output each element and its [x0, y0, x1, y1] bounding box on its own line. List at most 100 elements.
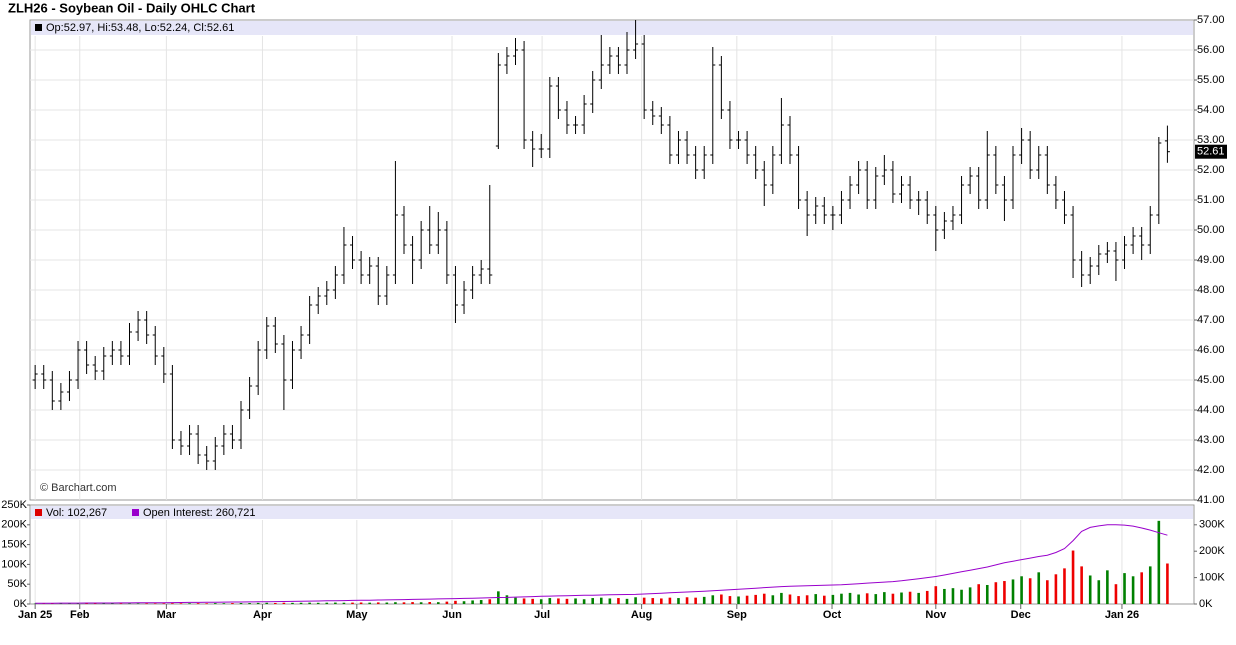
volume-bar — [934, 586, 938, 604]
x-tick-label: Dec — [1011, 609, 1031, 621]
volume-bar — [471, 600, 474, 604]
volume-bar — [565, 598, 569, 604]
volume-bar — [582, 599, 586, 604]
volume-bar — [1028, 578, 1032, 604]
legend-band — [31, 21, 1193, 35]
volume-bar — [488, 599, 492, 604]
y-tick-label: 50.00 — [1197, 224, 1225, 236]
volume-bar — [883, 592, 886, 604]
volume-bar — [1114, 584, 1118, 604]
volume-bar — [951, 588, 955, 604]
ohlc-legend: Op:52.97, Hi:53.48, Lo:52.24, Cl:52.61 — [46, 22, 234, 34]
volume-bar — [479, 600, 483, 604]
volume-bar — [968, 587, 972, 604]
y-tick-label: 41.00 — [1197, 494, 1225, 506]
volume-bar — [111, 603, 114, 604]
volume-bar — [908, 591, 912, 604]
legend-band — [31, 506, 1193, 519]
volume-bar — [754, 594, 757, 604]
volume-bar — [248, 603, 251, 604]
x-tick-label: Apr — [253, 609, 273, 621]
y-tick-label: 48.00 — [1197, 284, 1225, 296]
volume-bar — [925, 590, 929, 604]
y-tick-label: 44.00 — [1197, 404, 1225, 416]
volume-bar — [179, 603, 183, 604]
volume-bar — [994, 582, 998, 604]
volume-bar — [1123, 573, 1126, 604]
volume-bar — [1131, 576, 1135, 604]
volume-bar — [660, 598, 663, 604]
volume-bar — [617, 598, 620, 604]
y-tick-label: 0K — [14, 598, 28, 610]
legend-label: Vol: 102,267 — [46, 507, 107, 519]
volume-bar — [222, 603, 226, 604]
volume-bar — [394, 602, 397, 604]
y-tick-label: 53.00 — [1197, 134, 1225, 146]
volume-bar — [1088, 575, 1092, 604]
x-tick-label: Aug — [631, 609, 652, 621]
volume-frame — [29, 504, 1195, 605]
volume-bar — [608, 598, 612, 604]
y-tick-label: 100K — [1, 558, 27, 570]
volume-bar — [59, 603, 63, 604]
volume-bar — [153, 603, 157, 604]
volume-bar — [128, 603, 131, 604]
volume-bar — [171, 603, 174, 604]
volume-bar — [557, 598, 560, 604]
y-tick-label: 49.00 — [1197, 254, 1225, 266]
volume-bar — [51, 603, 54, 604]
volume-bar — [797, 596, 800, 604]
volume-bar — [188, 603, 191, 604]
volume-bar — [943, 588, 946, 604]
volume-bar — [316, 602, 320, 604]
volume-bar — [411, 602, 414, 604]
volume-bar — [1063, 568, 1066, 604]
volume-bar — [514, 597, 517, 604]
x-tick-label: Jul — [534, 609, 550, 621]
volume-bar — [368, 602, 371, 604]
y-tick-label: 54.00 — [1197, 104, 1225, 116]
volume-bar — [642, 597, 646, 604]
volume-bar — [334, 602, 337, 604]
volume-bar — [548, 598, 552, 604]
volume-bar — [960, 589, 963, 604]
volume-bar — [291, 602, 294, 604]
volume-bar — [437, 602, 440, 604]
volume-bar — [831, 594, 835, 604]
volume-bar — [711, 595, 715, 604]
volume-bar — [162, 603, 166, 604]
x-tick-label: Oct — [823, 609, 842, 621]
volume-bar — [694, 597, 697, 604]
open-interest-line — [35, 524, 1168, 604]
volume-bar — [256, 602, 260, 604]
volume-bar — [385, 602, 389, 604]
volume-bar — [1011, 579, 1015, 604]
volume-bar — [505, 595, 509, 604]
x-tick-label: Jan 25 — [18, 609, 52, 621]
volume-bar — [874, 594, 878, 604]
volume-bar — [762, 593, 766, 604]
volume-bar — [771, 595, 775, 604]
y-tick-label: 52.00 — [1197, 164, 1225, 176]
volume-bar — [651, 598, 655, 604]
volume-bar — [462, 601, 466, 604]
y2-tick-label: 200K — [1199, 545, 1225, 557]
volume-bar — [325, 602, 329, 604]
volume-bar — [428, 602, 432, 604]
volume-bar — [522, 598, 526, 604]
volume-bar — [625, 598, 629, 604]
y-tick-label: 51.00 — [1197, 194, 1225, 206]
volume-bar — [539, 599, 543, 604]
volume-bar — [591, 598, 595, 604]
volume-bar — [1054, 574, 1058, 604]
volume-bar — [985, 584, 989, 604]
y-tick-label: 42.00 — [1197, 464, 1225, 476]
volume-bar — [865, 593, 869, 604]
volume-bar — [900, 592, 903, 604]
volume-bar — [634, 597, 637, 604]
volume-bar — [780, 592, 783, 604]
last-price-tag — [1195, 144, 1227, 159]
y-tick-label: 57.00 — [1197, 14, 1225, 26]
y2-tick-label: 300K — [1199, 519, 1225, 531]
